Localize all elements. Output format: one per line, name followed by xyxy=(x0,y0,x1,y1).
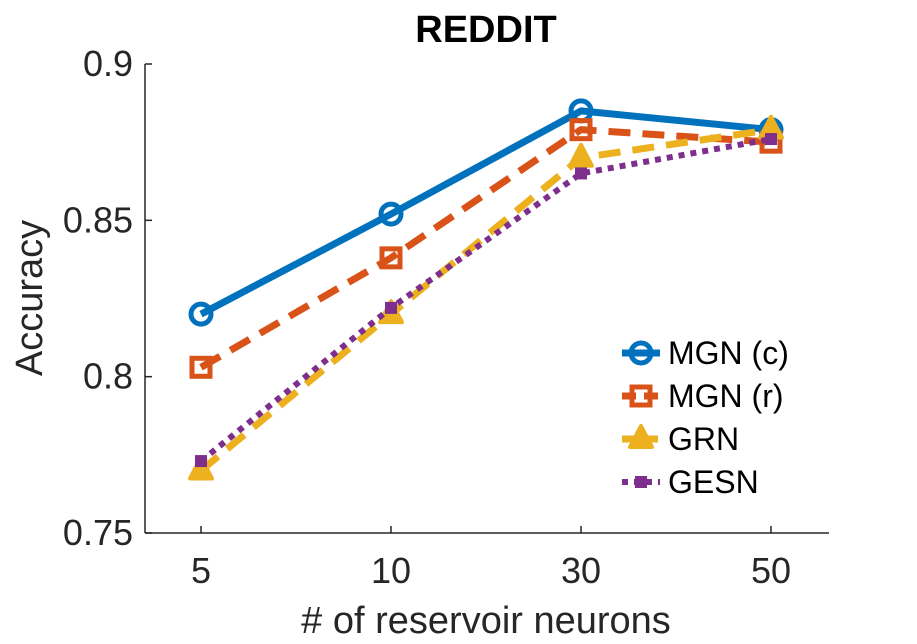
legend: MGN (c) MGN (r) GRN GESN xyxy=(622,335,789,500)
data-point xyxy=(189,355,213,379)
x-tick-label: 30 xyxy=(561,550,601,591)
legend-marker xyxy=(635,476,647,488)
series-mgn-c xyxy=(188,98,784,327)
tick-labels: 0.75 0.8 0.85 0.9 5 10 30 50 xyxy=(63,43,791,591)
legend-item: MGN (r) xyxy=(622,378,784,414)
data-point xyxy=(568,142,594,168)
y-tick-label: 0.8 xyxy=(83,356,133,397)
data-point xyxy=(188,455,214,481)
legend-item: GRN xyxy=(622,421,739,457)
legend-label: GRN xyxy=(668,421,739,457)
series-line xyxy=(199,107,772,318)
data-point xyxy=(188,301,214,327)
x-axis-label: # of reservoir neurons xyxy=(301,600,671,642)
series-line xyxy=(199,136,772,464)
legend-label: MGN (r) xyxy=(668,378,784,414)
data-point xyxy=(379,246,403,270)
series-group xyxy=(188,98,784,481)
axes xyxy=(144,64,829,534)
x-tick-label: 50 xyxy=(751,550,791,591)
x-tick-label: 5 xyxy=(191,550,211,591)
series-gesn xyxy=(195,133,777,468)
series-line xyxy=(199,126,772,371)
data-point xyxy=(195,455,207,468)
data-point xyxy=(385,301,397,314)
y-tick-label: 0.85 xyxy=(63,199,133,240)
legend-marker xyxy=(628,340,654,366)
data-point xyxy=(765,133,777,146)
legend-item: MGN (c) xyxy=(622,335,789,371)
chart-title: REDDIT xyxy=(415,9,556,51)
legend-item: GESN xyxy=(622,464,759,500)
y-tick-label: 0.9 xyxy=(83,43,133,84)
data-point xyxy=(378,201,404,227)
legend-marker xyxy=(628,424,654,449)
series-line xyxy=(198,126,772,474)
y-axis-label: Accuracy xyxy=(9,220,51,376)
data-point xyxy=(575,167,587,180)
legend-label: MGN (c) xyxy=(668,335,789,371)
legend-marker xyxy=(629,384,653,408)
y-tick-label: 0.75 xyxy=(63,512,133,553)
data-point xyxy=(569,118,593,142)
legend-label: GESN xyxy=(668,464,759,500)
x-tick-label: 10 xyxy=(371,550,411,591)
